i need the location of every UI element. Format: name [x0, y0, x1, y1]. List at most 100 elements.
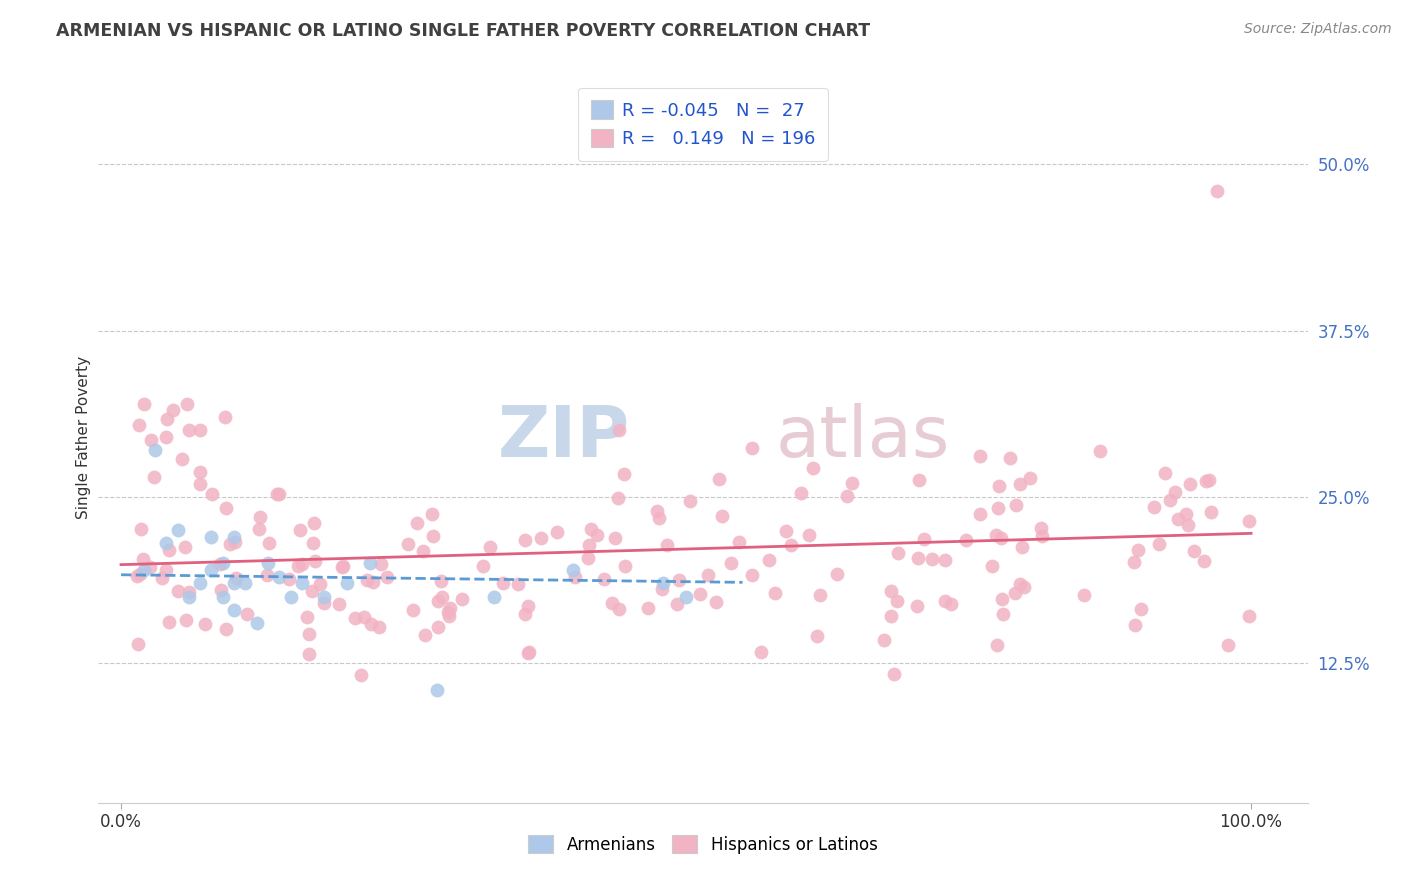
Point: [211, 590, 233, 604]
Point: [194, 616, 217, 631]
Point: [132, 552, 155, 566]
Point: [370, 557, 392, 571]
Point: [579, 522, 602, 536]
Point: [214, 410, 236, 425]
Point: [422, 529, 444, 543]
Point: [288, 523, 311, 537]
Point: [343, 611, 366, 625]
Point: [984, 528, 1007, 542]
Point: [413, 628, 436, 642]
Point: [969, 507, 991, 521]
Point: [887, 546, 910, 560]
Point: [637, 601, 659, 615]
Point: [360, 617, 382, 632]
Point: [328, 597, 350, 611]
Point: [478, 540, 501, 554]
Point: [222, 530, 245, 544]
Point: [405, 516, 427, 530]
Point: [177, 590, 200, 604]
Point: [222, 576, 245, 591]
Point: [758, 553, 780, 567]
Point: [166, 523, 188, 537]
Point: [969, 449, 991, 463]
Point: [789, 486, 811, 500]
Point: [990, 591, 1012, 606]
Point: [1122, 555, 1144, 569]
Point: [412, 544, 434, 558]
Point: [987, 501, 1010, 516]
Point: [295, 610, 318, 624]
Point: [697, 568, 720, 582]
Point: [1167, 512, 1189, 526]
Point: [825, 567, 848, 582]
Point: [1206, 184, 1229, 198]
Point: [492, 575, 515, 590]
Point: [1019, 470, 1042, 484]
Point: [291, 576, 314, 591]
Point: [429, 574, 451, 589]
Text: atlas: atlas: [776, 402, 950, 472]
Point: [233, 576, 256, 591]
Text: ARMENIAN VS HISPANIC OR LATINO SINGLE FATHER POVERTY CORRELATION CHART: ARMENIAN VS HISPANIC OR LATINO SINGLE FA…: [56, 22, 870, 40]
Point: [530, 531, 553, 545]
Point: [519, 645, 541, 659]
Point: [1012, 580, 1035, 594]
Point: [1029, 521, 1052, 535]
Point: [607, 602, 630, 616]
Point: [157, 615, 180, 630]
Point: [129, 522, 152, 536]
Point: [155, 430, 177, 444]
Point: [1123, 618, 1146, 632]
Point: [266, 486, 288, 500]
Point: [437, 609, 460, 624]
Point: [1031, 528, 1053, 542]
Point: [651, 582, 673, 597]
Point: [304, 554, 326, 568]
Point: [280, 590, 302, 604]
Point: [125, 569, 148, 583]
Point: [235, 607, 257, 621]
Point: [1147, 537, 1170, 551]
Point: [166, 584, 188, 599]
Point: [188, 476, 211, 491]
Point: [1005, 498, 1028, 512]
Point: [516, 599, 538, 614]
Point: [1126, 543, 1149, 558]
Point: [720, 557, 742, 571]
Point: [741, 441, 763, 455]
Point: [302, 516, 325, 530]
Point: [302, 536, 325, 550]
Point: [201, 486, 224, 500]
Point: [176, 397, 198, 411]
Point: [287, 559, 309, 574]
Point: [1216, 638, 1239, 652]
Point: [298, 627, 321, 641]
Point: [138, 560, 160, 574]
Point: [592, 572, 614, 586]
Point: [1154, 466, 1177, 480]
Point: [150, 571, 173, 585]
Point: [780, 538, 803, 552]
Point: [955, 533, 977, 547]
Point: [806, 628, 828, 642]
Text: Source: ZipAtlas.com: Source: ZipAtlas.com: [1244, 22, 1392, 37]
Point: [330, 560, 353, 574]
Point: [1180, 476, 1202, 491]
Point: [775, 524, 797, 538]
Point: [1073, 588, 1095, 602]
Point: [200, 530, 222, 544]
Point: [652, 576, 675, 591]
Point: [607, 491, 630, 505]
Point: [257, 557, 280, 571]
Point: [256, 567, 278, 582]
Point: [141, 433, 163, 447]
Point: [482, 590, 505, 604]
Point: [749, 645, 772, 659]
Point: [269, 570, 291, 584]
Point: [301, 584, 323, 599]
Point: [1237, 514, 1260, 528]
Point: [912, 533, 935, 547]
Point: [647, 510, 669, 524]
Point: [905, 599, 928, 613]
Point: [375, 570, 398, 584]
